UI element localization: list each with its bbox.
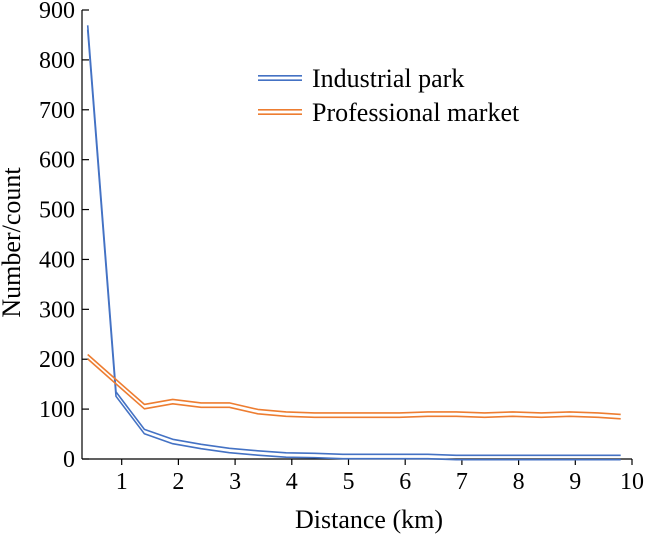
legend: Industrial park Professional market bbox=[258, 64, 520, 127]
x-tick-label: 5 bbox=[342, 469, 354, 495]
y-tick-label: 100 bbox=[39, 397, 75, 423]
y-tick-label: 500 bbox=[39, 198, 75, 224]
x-tick-label: 6 bbox=[399, 469, 411, 495]
y-tick-label: 300 bbox=[39, 297, 75, 323]
legend-label-professional-market: Professional market bbox=[312, 98, 520, 127]
y-tick-label: 600 bbox=[39, 148, 75, 174]
legend-label-industrial-park: Industrial park bbox=[312, 64, 464, 93]
series-line-industrial-park bbox=[86, 25, 621, 457]
series-line-professional-market bbox=[87, 353, 621, 416]
y-tick-label: 900 bbox=[39, 0, 75, 24]
x-tick-label: 4 bbox=[286, 469, 298, 495]
series-lines bbox=[86, 25, 621, 461]
y-tick-label: 700 bbox=[39, 98, 75, 124]
y-axis-label: Number/count bbox=[0, 167, 26, 318]
y-tick-label: 0 bbox=[63, 447, 75, 473]
y-tick-label: 400 bbox=[39, 247, 75, 273]
x-tick-label: 3 bbox=[229, 469, 241, 495]
series-line-industrial-park-inner bbox=[86, 29, 621, 461]
legend-item-professional-market: Professional market bbox=[258, 98, 520, 127]
x-tick-label: 1 bbox=[116, 469, 128, 495]
x-ticks: 1 2 3 4 5 6 7 8 9 10 bbox=[116, 459, 644, 495]
x-tick-label: 2 bbox=[172, 469, 184, 495]
x-tick-label: 10 bbox=[620, 469, 644, 495]
x-tick-label: 9 bbox=[569, 469, 581, 495]
x-axis-label: Distance (km) bbox=[295, 505, 443, 534]
y-tick-label: 800 bbox=[39, 48, 75, 74]
series-line-professional-market-inner bbox=[87, 358, 621, 420]
legend-item-industrial-park: Industrial park bbox=[258, 64, 464, 93]
x-tick-label: 8 bbox=[513, 469, 525, 495]
y-tick-label: 200 bbox=[39, 347, 75, 373]
y-ticks: 0 100 200 300 400 500 600 700 800 900 bbox=[39, 0, 89, 473]
x-tick-label: 7 bbox=[456, 469, 468, 495]
